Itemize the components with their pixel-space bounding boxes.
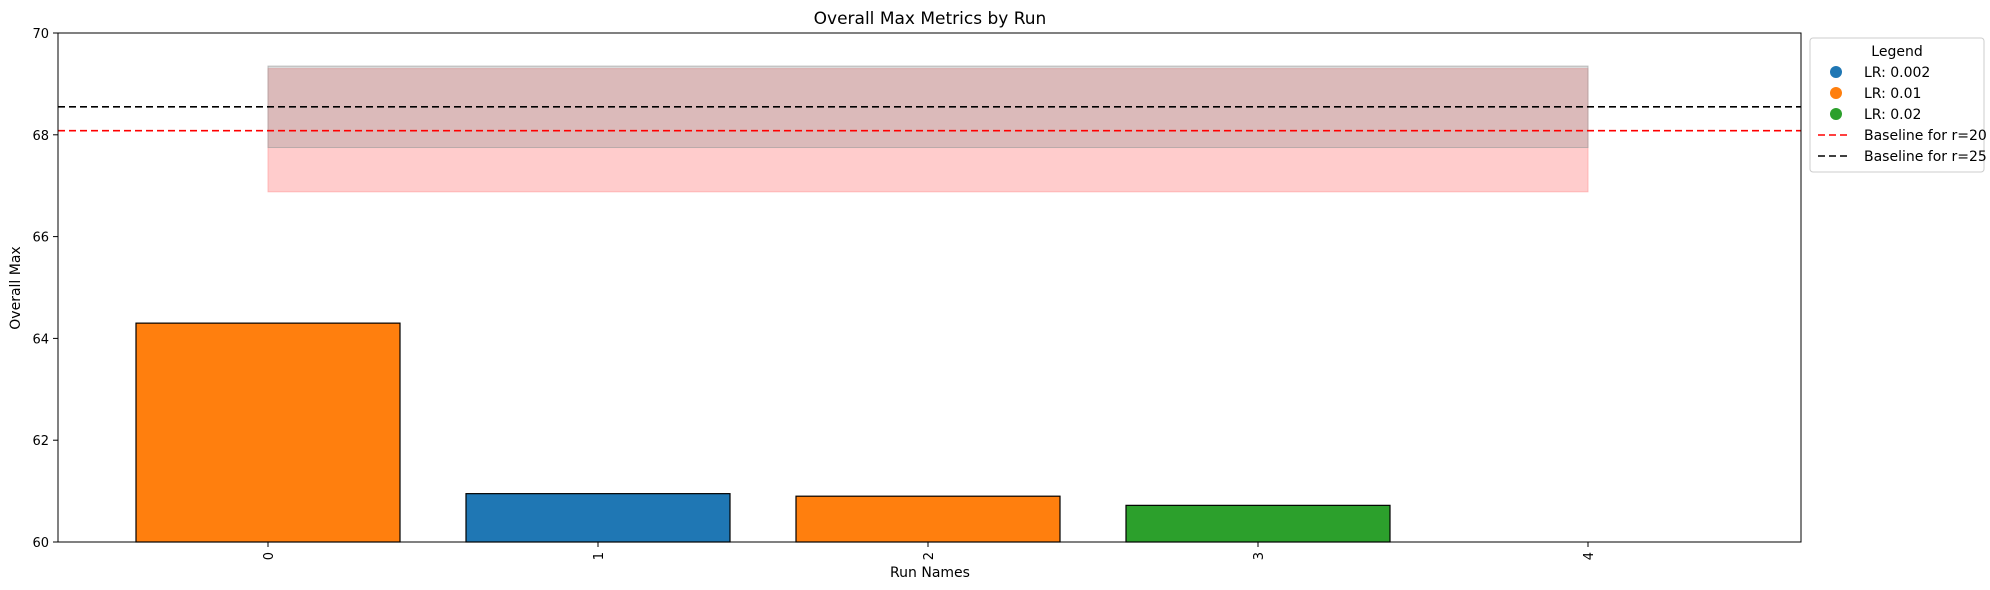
y-axis: 60 62 64 66 68 70 — [32, 27, 58, 551]
x-tick-label: 4 — [1582, 552, 1597, 560]
legend-marker-2 — [1830, 108, 1842, 120]
legend-marker-1 — [1830, 87, 1842, 99]
legend-label-0: LR: 0.002 — [1864, 65, 1930, 81]
legend-label-3: Baseline for r=20 — [1864, 128, 1987, 144]
x-axis: 0 1 2 3 4 — [262, 542, 1597, 560]
bands-layer — [267, 65, 1589, 193]
y-tick-label: 62 — [32, 434, 49, 449]
y-axis-label: Overall Max — [8, 246, 24, 329]
x-tick-label: 0 — [262, 552, 277, 560]
legend-label-1: LR: 0.01 — [1864, 86, 1921, 102]
legend-entries: LR: 0.002 LR: 0.01 LR: 0.02 Baseline for r=… — [1818, 65, 1987, 165]
chart-title: Overall Max Metrics by Run — [814, 9, 1047, 29]
baselines-layer — [58, 106, 1801, 132]
y-tick-label: 68 — [32, 129, 49, 144]
x-tick-label: 2 — [922, 552, 937, 560]
legend-title: Legend — [1871, 44, 1922, 60]
legend-marker-0 — [1830, 66, 1842, 78]
x-axis-label: Run Names — [890, 565, 970, 581]
legend-box — [1809, 37, 1985, 173]
plot-frame — [57, 32, 1802, 543]
bar-2 — [795, 495, 1061, 543]
bar-0 — [135, 322, 401, 543]
legend-label-4: Baseline for r=25 — [1864, 149, 1987, 165]
y-tick-label: 60 — [32, 536, 49, 551]
legend: Legend LR: 0.002 LR: 0.01 LR: 0.02 Baseline… — [1809, 37, 1987, 173]
x-tick-label: 1 — [592, 552, 607, 560]
y-tick-label: 70 — [32, 27, 49, 42]
y-tick-label: 64 — [32, 332, 49, 347]
y-tick-label: 66 — [32, 231, 49, 246]
bars-layer — [135, 322, 1391, 543]
x-tick-label: 3 — [1252, 552, 1267, 560]
bar-1 — [465, 493, 731, 543]
bar-3 — [1125, 504, 1391, 543]
legend-label-2: LR: 0.02 — [1864, 107, 1921, 123]
